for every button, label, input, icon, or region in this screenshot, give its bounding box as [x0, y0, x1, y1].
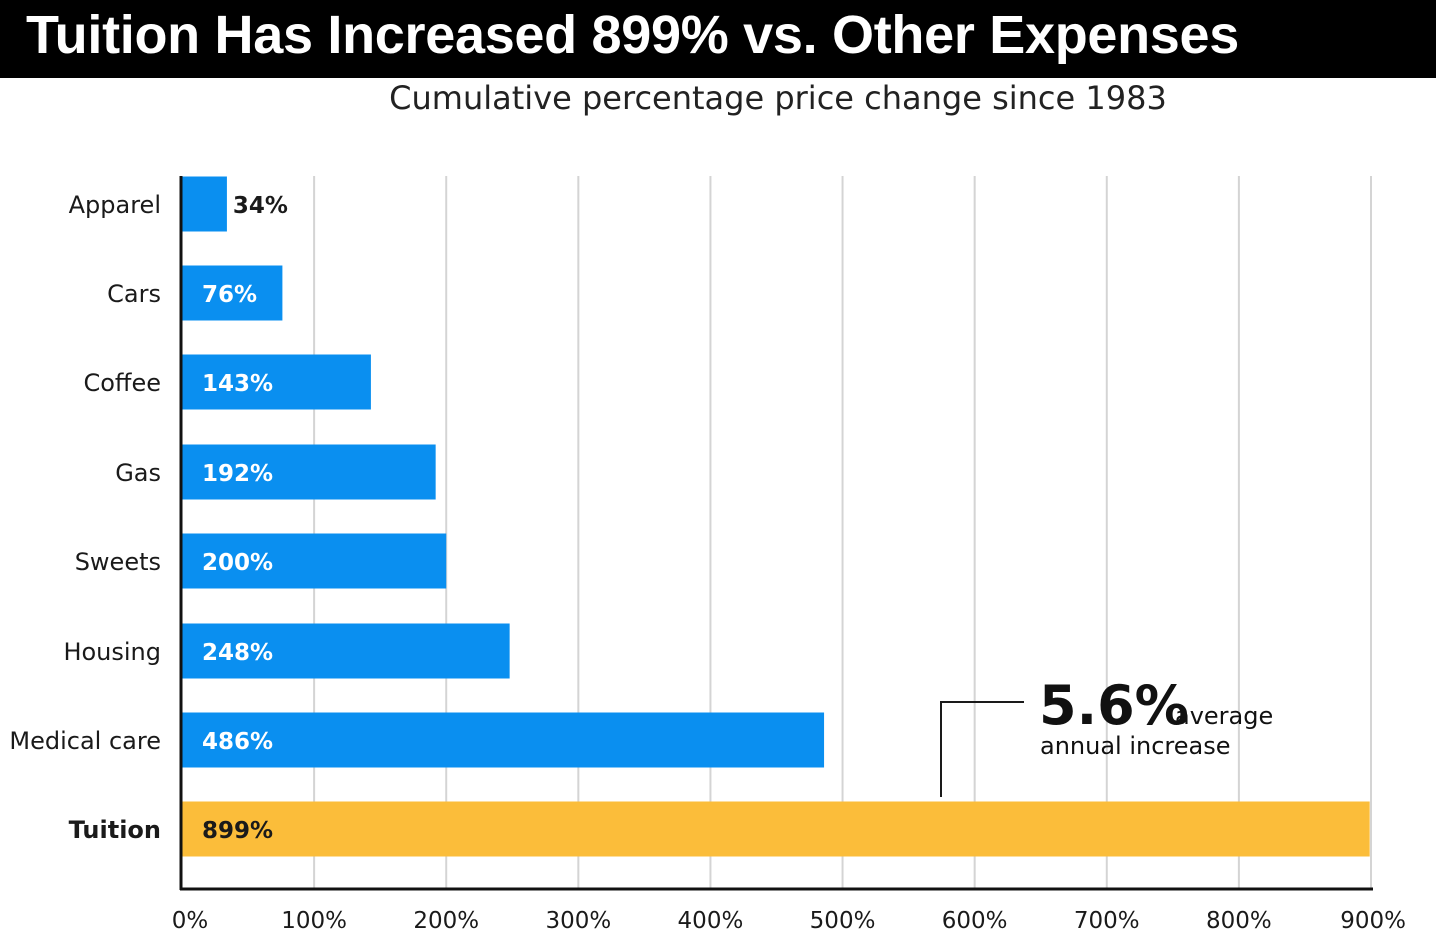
- category-label: Housing: [63, 638, 161, 666]
- category-label: Tuition: [69, 816, 161, 844]
- x-tick-label: 900%: [1340, 908, 1406, 934]
- category-label: Sweets: [75, 548, 161, 576]
- data-label: 143%: [202, 371, 273, 397]
- chart-title: Tuition Has Increased 899% vs. Other Exp…: [26, 5, 1239, 65]
- x-tick-label: 700%: [1074, 908, 1140, 934]
- data-label: 200%: [202, 550, 273, 576]
- data-label: 248%: [202, 640, 273, 666]
- bar-housing: [182, 623, 510, 679]
- bar-apparel: [182, 176, 227, 232]
- data-label: 192%: [202, 461, 273, 487]
- x-tick-label: 500%: [810, 908, 876, 934]
- bar-tuition: [182, 801, 1370, 857]
- category-label: Gas: [115, 459, 161, 487]
- data-label: 76%: [202, 282, 257, 308]
- annotation-value: 5.6%: [1039, 674, 1189, 737]
- x-tick-label: 800%: [1206, 908, 1272, 934]
- category-label: Cars: [107, 280, 161, 308]
- title-bar: Tuition Has Increased 899% vs. Other Exp…: [0, 0, 1436, 78]
- category-label: Coffee: [83, 369, 161, 397]
- bar-cars: [182, 265, 283, 321]
- x-tick-label: 600%: [942, 908, 1008, 934]
- category-label: Apparel: [69, 191, 161, 219]
- data-label: 486%: [202, 729, 273, 755]
- annotation-text-line1: average: [1175, 702, 1273, 730]
- x-tick-label: 300%: [545, 908, 611, 934]
- bar-coffee: [182, 354, 371, 410]
- category-label: Medical care: [9, 727, 161, 755]
- bar-gas: [182, 444, 436, 500]
- x-tick-label: 200%: [413, 908, 479, 934]
- data-label: 899%: [202, 818, 273, 844]
- bar-sweets: [182, 533, 447, 589]
- data-label: 34%: [233, 193, 288, 219]
- x-tick-label: 400%: [678, 908, 744, 934]
- annotation-text-line2: annual increase: [1040, 732, 1231, 760]
- x-tick-label: 100%: [281, 908, 347, 934]
- x-tick-label: 0%: [172, 908, 209, 934]
- annotation-connector: [940, 701, 1024, 797]
- bar-medical-care: [182, 712, 825, 768]
- chart-subtitle: Cumulative percentage price change since…: [389, 79, 1167, 117]
